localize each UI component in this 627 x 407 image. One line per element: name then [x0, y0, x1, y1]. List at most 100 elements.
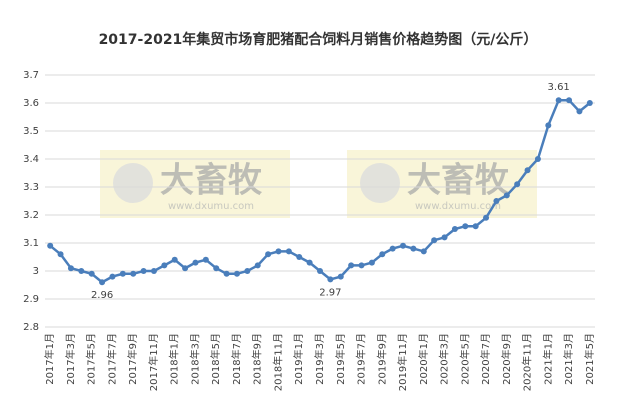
x-tick-label: 2017年11月 [147, 333, 160, 391]
x-tick-label: 2020年11月 [521, 333, 534, 391]
x-tick-label: 2018年9月 [251, 333, 264, 385]
point [462, 223, 469, 230]
point [192, 259, 199, 266]
data-label: 2.96 [91, 290, 113, 301]
point [431, 237, 438, 244]
x-tick-label: 2018年3月 [188, 333, 201, 385]
point [586, 100, 593, 106]
x-tick-label: 2018年7月 [230, 333, 243, 385]
x-tick-label: 2018年11月 [271, 333, 284, 391]
point [524, 167, 531, 174]
x-tick-label: 2017年9月 [126, 333, 139, 385]
watermark-logo [113, 163, 153, 203]
x-tick-label: 2019年5月 [334, 333, 347, 385]
x-tick-label: 2021年5月 [583, 333, 596, 385]
point [296, 254, 303, 260]
chart-title: 2017-2021年集贸市场育肥猪配合饲料月销售价格趋势图（元/公斤） [99, 31, 538, 48]
point [202, 256, 209, 263]
x-tick-label: 2017年1月 [43, 333, 56, 385]
point [223, 270, 230, 277]
point [67, 265, 74, 272]
point [244, 268, 251, 274]
x-tick-label: 2019年1月 [292, 333, 305, 385]
watermark-url: www.dxumu.com [168, 201, 254, 212]
x-tick-label: 2019年3月 [313, 333, 326, 385]
point [182, 265, 189, 272]
point [150, 268, 157, 274]
y-tick-label: 3.6 [23, 98, 39, 109]
point [545, 122, 552, 129]
watermark-url: www.dxumu.com [415, 201, 501, 212]
point [275, 248, 282, 255]
point [566, 97, 573, 104]
point [358, 262, 365, 269]
point [47, 242, 54, 249]
x-tick-label: 2017年3月 [64, 333, 77, 385]
y-tick-label: 2.8 [23, 322, 39, 333]
x-tick-label: 2021年3月 [562, 333, 575, 385]
point [88, 270, 95, 277]
watermark: 大畜牧 www.dxumu.com 大畜牧 www.dxumu.com [100, 150, 537, 218]
point [254, 262, 261, 269]
point [161, 262, 168, 269]
y-tick-label: 2.9 [23, 294, 39, 305]
x-tick-label: 2018年1月 [168, 333, 181, 385]
y-tick-label: 3.1 [23, 238, 39, 249]
point [78, 268, 85, 274]
point [285, 248, 292, 255]
watermark-text: 大畜牧 [407, 161, 510, 201]
y-tick-label: 3.4 [23, 154, 39, 165]
point [483, 214, 490, 221]
point [140, 268, 147, 274]
x-tick-label: 2021年1月 [541, 333, 554, 385]
x-tick-label: 2020年9月 [500, 333, 513, 385]
x-tick-label: 2018年5月 [209, 333, 222, 385]
point [472, 223, 479, 230]
point [306, 259, 313, 266]
point [576, 108, 583, 115]
x-tick-label: 2020年5月 [458, 333, 471, 385]
y-tick-label: 3.7 [23, 70, 39, 81]
watermark-logo [360, 163, 400, 203]
x-tick-label: 2020年3月 [438, 333, 451, 385]
y-tick-label: 3.2 [23, 210, 39, 221]
x-tick-label: 2019年11月 [396, 333, 409, 391]
data-label: 3.61 [548, 82, 570, 93]
point [493, 198, 500, 204]
point [233, 270, 240, 277]
point [213, 265, 220, 272]
point [337, 273, 344, 280]
y-tick-label: 3.3 [23, 182, 39, 193]
y-tick-label: 3.5 [23, 126, 39, 137]
point [130, 270, 137, 277]
point [555, 97, 562, 104]
point [503, 192, 510, 199]
point [534, 156, 541, 162]
point [265, 251, 272, 258]
point [348, 262, 355, 269]
point [317, 268, 323, 274]
point [514, 181, 521, 188]
x-tick-label: 2019年9月 [375, 333, 388, 385]
point [420, 248, 427, 255]
point [400, 242, 407, 249]
point [389, 245, 396, 252]
x-tick-label: 2017年5月 [85, 333, 98, 385]
point [451, 226, 458, 232]
point [109, 273, 116, 280]
point [57, 251, 64, 258]
data-label: 2.97 [319, 287, 341, 298]
x-tick-label: 2019年7月 [355, 333, 368, 385]
point [441, 234, 448, 241]
point [327, 276, 334, 283]
point [119, 270, 126, 277]
x-tick-label: 2017年7月 [105, 333, 118, 385]
point [379, 251, 386, 258]
x-tick-label: 2020年7月 [479, 333, 492, 385]
point [171, 256, 178, 263]
y-tick-label: 3 [33, 266, 39, 277]
point [368, 259, 375, 266]
watermark-text: 大畜牧 [160, 161, 263, 201]
point [99, 279, 106, 286]
point [410, 245, 417, 252]
